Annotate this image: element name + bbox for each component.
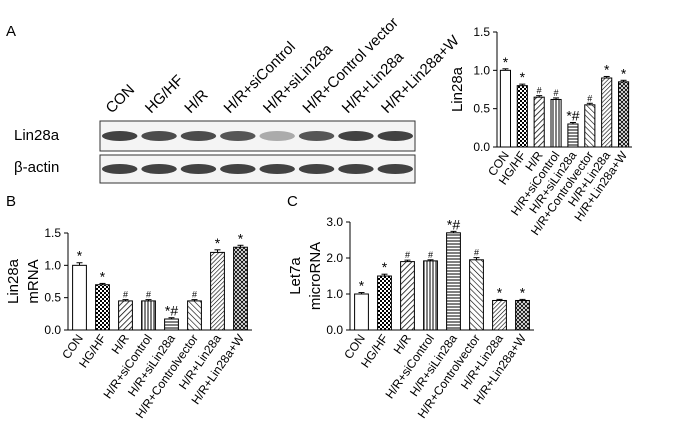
bar <box>446 232 461 331</box>
panel-label: C <box>287 193 298 210</box>
significance-mark: * <box>621 65 627 81</box>
y-tick-label: 2.0 <box>326 251 343 265</box>
band <box>338 164 374 174</box>
y-tick-label: 1.5 <box>44 226 61 240</box>
bar <box>164 318 179 331</box>
significance-mark: * <box>238 230 244 246</box>
bar <box>618 81 630 148</box>
y-axis-label: Let7a <box>287 257 304 295</box>
y-tick-label: 1.5 <box>473 25 490 39</box>
lane-label: H/R <box>181 86 211 116</box>
significance-mark: # <box>537 86 542 96</box>
significance-mark: * <box>215 235 221 251</box>
y-tick-label: 3.0 <box>326 215 343 229</box>
band <box>180 164 217 174</box>
bar <box>233 246 248 331</box>
panel-label: B <box>6 193 16 210</box>
bar <box>72 264 87 331</box>
bar <box>550 98 562 148</box>
y-tick-label: 1.0 <box>326 287 343 301</box>
significance-mark: # <box>405 250 410 260</box>
bar <box>354 293 369 331</box>
bar <box>492 299 507 331</box>
bar <box>516 85 528 148</box>
lane-label: CON <box>102 81 138 117</box>
bar <box>400 261 415 331</box>
band <box>259 164 295 174</box>
band <box>220 131 256 141</box>
band <box>377 131 414 141</box>
y-tick-label: 0.0 <box>44 323 61 337</box>
significance-mark: * <box>359 278 365 294</box>
y-axis-label: mRNA <box>25 259 42 303</box>
bar <box>584 104 596 148</box>
band <box>259 131 295 141</box>
y-axis-label: Lin28a <box>449 66 466 112</box>
significance-mark: * <box>503 54 509 70</box>
band <box>101 164 138 174</box>
y-tick-label: 0.5 <box>473 102 490 116</box>
y-tick-label: 0.0 <box>473 140 490 154</box>
significance-mark: *# <box>447 216 460 232</box>
band <box>377 164 414 174</box>
band <box>141 131 177 141</box>
bar <box>118 300 133 331</box>
bar <box>601 77 613 148</box>
y-tick-label: 1.0 <box>44 258 61 272</box>
blot-row-label: β-actin <box>14 159 59 176</box>
bar <box>533 96 545 148</box>
significance-mark: # <box>123 290 128 300</box>
band <box>141 164 177 174</box>
significance-mark: * <box>77 248 83 264</box>
y-tick-label: 0.0 <box>326 323 343 337</box>
significance-mark: *# <box>165 303 178 319</box>
lane-label: HG/HF <box>142 72 187 117</box>
bar <box>95 284 110 331</box>
bar <box>515 299 530 331</box>
bar <box>141 300 156 331</box>
band <box>101 131 138 141</box>
significance-mark: * <box>520 69 526 85</box>
y-axis-label: microRNA <box>307 242 324 310</box>
significance-mark: *# <box>566 107 579 123</box>
bar <box>210 251 225 331</box>
band <box>338 131 374 141</box>
bar <box>499 69 511 148</box>
bar <box>187 300 202 331</box>
significance-mark: * <box>100 268 106 284</box>
significance-mark: * <box>604 61 610 77</box>
significance-mark: # <box>474 248 479 258</box>
band <box>220 164 256 174</box>
panel-label: A <box>6 23 16 40</box>
bar <box>469 259 484 331</box>
significance-mark: # <box>146 290 151 300</box>
band <box>180 131 217 141</box>
significance-mark: # <box>192 290 197 300</box>
y-tick-label: 0.5 <box>44 291 61 305</box>
bar <box>377 275 392 331</box>
y-axis-label: Lin28a <box>5 258 22 304</box>
bar <box>567 123 579 148</box>
blot-row-label: Lin28a <box>14 127 60 144</box>
bar <box>423 260 438 331</box>
significance-mark: * <box>520 284 526 300</box>
significance-mark: * <box>497 284 503 300</box>
band <box>298 131 335 141</box>
significance-mark: # <box>428 250 433 260</box>
significance-mark: # <box>587 93 592 103</box>
y-tick-label: 1.0 <box>473 63 490 77</box>
significance-mark: # <box>554 88 559 98</box>
significance-mark: * <box>382 259 388 275</box>
band <box>298 164 335 174</box>
